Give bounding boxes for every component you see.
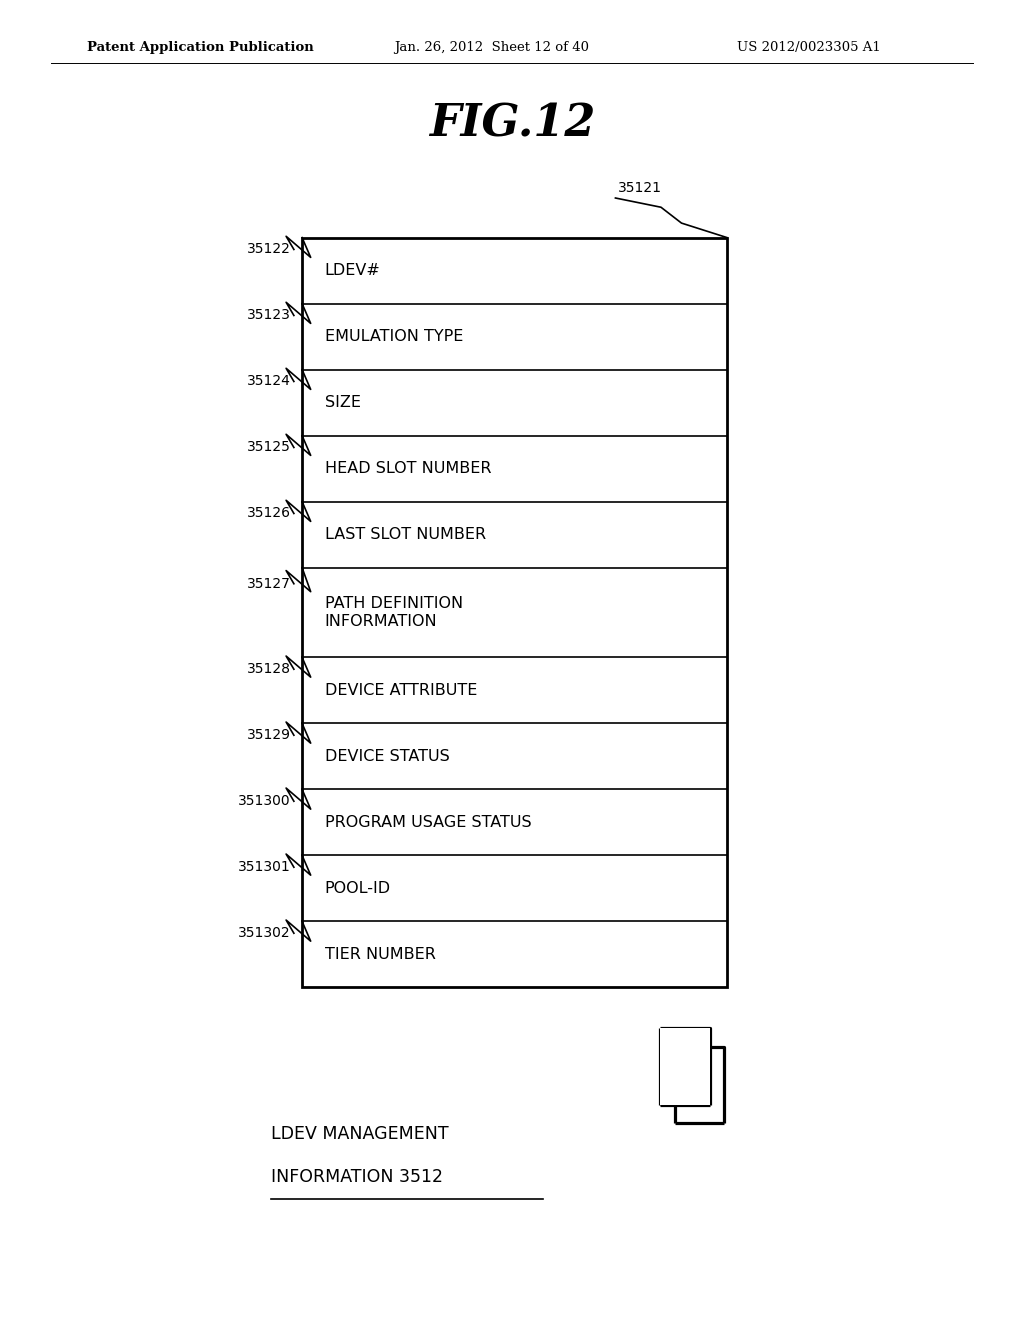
- Text: SIZE: SIZE: [325, 395, 360, 411]
- Text: LDEV#: LDEV#: [325, 263, 380, 279]
- Text: 35126: 35126: [247, 507, 291, 520]
- Text: 351300: 351300: [239, 795, 291, 808]
- Text: 35127: 35127: [247, 577, 291, 591]
- Text: 35124: 35124: [247, 375, 291, 388]
- Text: PROGRAM USAGE STATUS: PROGRAM USAGE STATUS: [325, 814, 531, 830]
- Text: LAST SLOT NUMBER: LAST SLOT NUMBER: [325, 527, 485, 543]
- Text: Patent Application Publication: Patent Application Publication: [87, 41, 313, 54]
- Text: POOL-ID: POOL-ID: [325, 880, 391, 896]
- Text: 35121: 35121: [617, 181, 662, 195]
- Text: 351301: 351301: [238, 861, 291, 874]
- Text: DEVICE STATUS: DEVICE STATUS: [325, 748, 450, 764]
- Text: EMULATION TYPE: EMULATION TYPE: [325, 329, 463, 345]
- Text: 35128: 35128: [247, 663, 291, 676]
- Bar: [660, 1028, 710, 1105]
- Text: LDEV MANAGEMENT: LDEV MANAGEMENT: [271, 1125, 449, 1143]
- Text: TIER NUMBER: TIER NUMBER: [325, 946, 435, 962]
- Text: US 2012/0023305 A1: US 2012/0023305 A1: [737, 41, 881, 54]
- Text: INFORMATION 3512: INFORMATION 3512: [271, 1168, 443, 1187]
- Text: 35122: 35122: [247, 243, 291, 256]
- Text: PATH DEFINITION
INFORMATION: PATH DEFINITION INFORMATION: [325, 597, 463, 628]
- Text: DEVICE ATTRIBUTE: DEVICE ATTRIBUTE: [325, 682, 477, 698]
- Text: HEAD SLOT NUMBER: HEAD SLOT NUMBER: [325, 461, 492, 477]
- Bar: [302, 238, 727, 987]
- Text: 35123: 35123: [247, 309, 291, 322]
- Text: 35125: 35125: [247, 441, 291, 454]
- Text: Jan. 26, 2012  Sheet 12 of 40: Jan. 26, 2012 Sheet 12 of 40: [394, 41, 589, 54]
- Text: 351302: 351302: [239, 927, 291, 940]
- Text: 35129: 35129: [247, 729, 291, 742]
- Text: FIG.12: FIG.12: [429, 103, 595, 145]
